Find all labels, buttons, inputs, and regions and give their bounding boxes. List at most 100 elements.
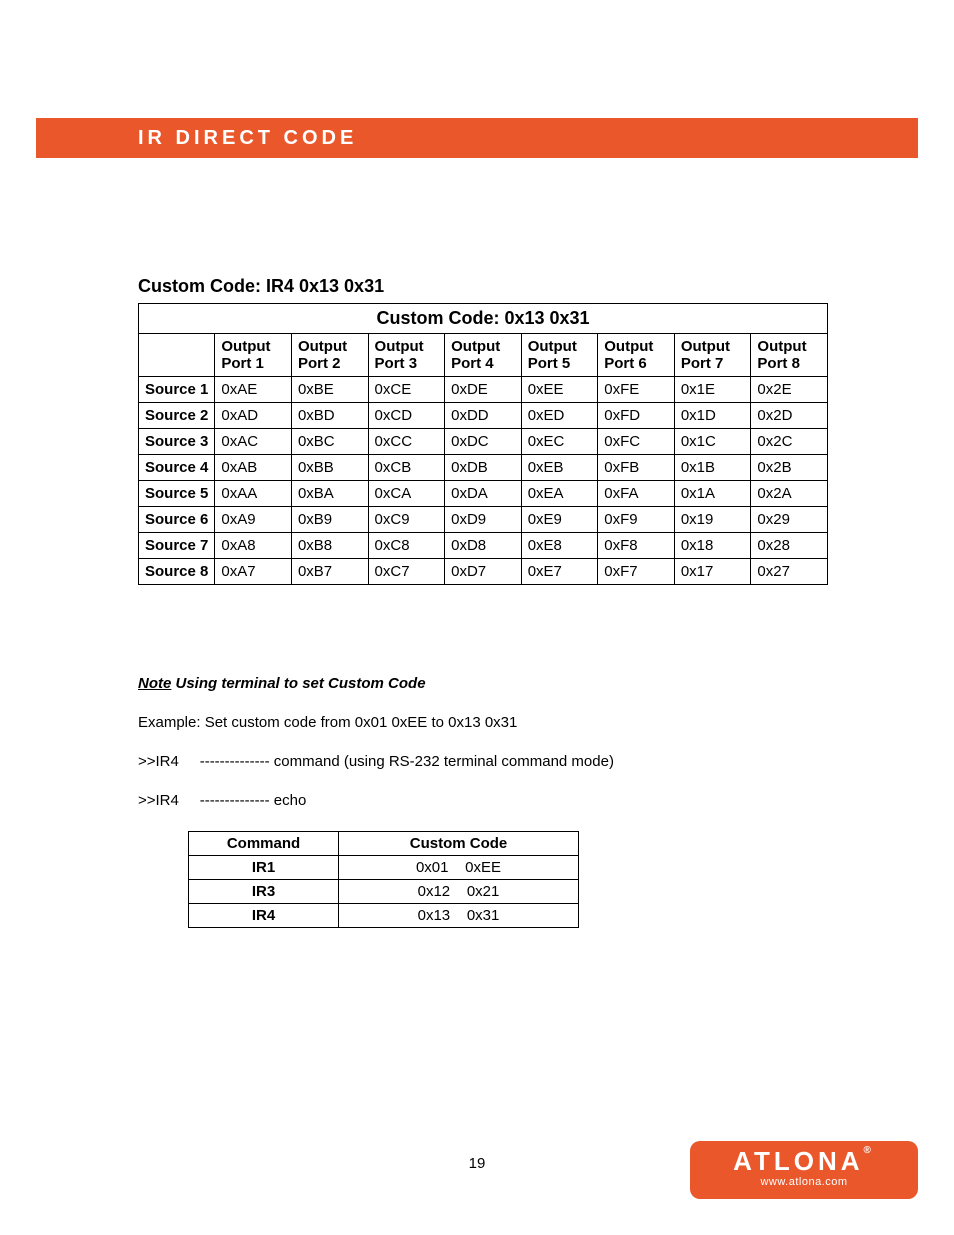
note-label: Note xyxy=(138,675,171,692)
cell: 0xCD xyxy=(368,403,445,429)
row-header: Source 8 xyxy=(139,559,215,585)
cell: 0xEB xyxy=(521,455,598,481)
header-bar: IR DIRECT CODE xyxy=(36,118,918,158)
cell: 0xED xyxy=(521,403,598,429)
cell: 0xF8 xyxy=(598,533,675,559)
cell: 0xA8 xyxy=(215,533,292,559)
table-caption: Custom Code: 0x13 0x31 xyxy=(139,304,828,334)
cell: 0xAE xyxy=(215,377,292,403)
note-example: Example: Set custom code from 0x01 0xEE … xyxy=(138,714,828,731)
cell: IR3 xyxy=(189,880,339,904)
cell: 0xA7 xyxy=(215,559,292,585)
cell: 0xFD xyxy=(598,403,675,429)
row-header: Source 4 xyxy=(139,455,215,481)
note-line-2: >>IR4 -------------- echo xyxy=(138,792,828,809)
cell: 0xE7 xyxy=(521,559,598,585)
col-header: Output Port 7 xyxy=(674,334,751,377)
cell: IR1 xyxy=(189,856,339,880)
table-row: Source 20xAD0xBD0xCD0xDD0xED0xFD0x1D0x2D xyxy=(139,403,828,429)
note-heading-rest: Using terminal to set Custom Code xyxy=(171,675,425,692)
cell: 0xD8 xyxy=(445,533,522,559)
col-header: Output Port 3 xyxy=(368,334,445,377)
cell: 0xEC xyxy=(521,429,598,455)
table-row: Source 70xA80xB80xC80xD80xE80xF80x180x28 xyxy=(139,533,828,559)
cell: 0xDA xyxy=(445,481,522,507)
brand-url: www.atlona.com xyxy=(690,1176,918,1188)
cell: IR4 xyxy=(189,904,339,928)
table-row: Source 80xA70xB70xC70xD70xE70xF70x170x27 xyxy=(139,559,828,585)
cell: 0xCB xyxy=(368,455,445,481)
cell: 0xDB xyxy=(445,455,522,481)
table-row: IR40x13 0x31 xyxy=(189,904,579,928)
cell: 0xBB xyxy=(291,455,368,481)
cell: 0x2B xyxy=(751,455,828,481)
col-header: Output Port 4 xyxy=(445,334,522,377)
col-header: Output Port 6 xyxy=(598,334,675,377)
cell: 0xC9 xyxy=(368,507,445,533)
cell: 0xFC xyxy=(598,429,675,455)
cell: 0xEE xyxy=(521,377,598,403)
cell: 0xB9 xyxy=(291,507,368,533)
cell: 0xA9 xyxy=(215,507,292,533)
col-header: Command xyxy=(189,832,339,856)
cell: 0xEA xyxy=(521,481,598,507)
cell: 0xC8 xyxy=(368,533,445,559)
row-header: Source 5 xyxy=(139,481,215,507)
cell: 0xAC xyxy=(215,429,292,455)
row-header: Source 6 xyxy=(139,507,215,533)
table-row: Source 60xA90xB90xC90xD90xE90xF90x190x29 xyxy=(139,507,828,533)
col-header: Output Port 1 xyxy=(215,334,292,377)
table-caption-row: Custom Code: 0x13 0x31 xyxy=(139,304,828,334)
brand-text: ATLONA xyxy=(733,1146,863,1176)
cell: 0x27 xyxy=(751,559,828,585)
cell: 0x1E xyxy=(674,377,751,403)
note-block: Note Using terminal to set Custom Code E… xyxy=(138,675,828,928)
row-header: Source 2 xyxy=(139,403,215,429)
cell: 0x2D xyxy=(751,403,828,429)
row-header: Source 7 xyxy=(139,533,215,559)
cell: 0x18 xyxy=(674,533,751,559)
cell: 0x2A xyxy=(751,481,828,507)
cell: 0xE8 xyxy=(521,533,598,559)
section-title: Custom Code: IR4 0x13 0x31 xyxy=(138,276,828,297)
table-header-row: Output Port 1 Output Port 2 Output Port … xyxy=(139,334,828,377)
cell: 0xB7 xyxy=(291,559,368,585)
cell: 0x01 0xEE xyxy=(339,856,579,880)
cell: 0x29 xyxy=(751,507,828,533)
row-header: Source 1 xyxy=(139,377,215,403)
cell: 0xD7 xyxy=(445,559,522,585)
cell: 0xCE xyxy=(368,377,445,403)
command-table: Command Custom Code IR10x01 0xEE IR30x12… xyxy=(188,831,579,928)
note-heading: Note Using terminal to set Custom Code xyxy=(138,675,828,692)
brand-name: ATLONA® xyxy=(690,1141,918,1174)
cell: 0x1A xyxy=(674,481,751,507)
cell: 0x1C xyxy=(674,429,751,455)
cell: 0xC7 xyxy=(368,559,445,585)
cell: 0x17 xyxy=(674,559,751,585)
header-title: IR DIRECT CODE xyxy=(138,118,357,158)
note-line-1: >>IR4 -------------- command (using RS-2… xyxy=(138,753,828,770)
cell: 0xCC xyxy=(368,429,445,455)
cell: 0xBD xyxy=(291,403,368,429)
table-row: Source 40xAB0xBB0xCB0xDB0xEB0xFB0x1B0x2B xyxy=(139,455,828,481)
cell: 0xB8 xyxy=(291,533,368,559)
cell: 0xBE xyxy=(291,377,368,403)
ir-code-table: Custom Code: 0x13 0x31 Output Port 1 Out… xyxy=(138,303,828,585)
cell: 0x13 0x31 xyxy=(339,904,579,928)
cell: 0x2E xyxy=(751,377,828,403)
cell: 0x2C xyxy=(751,429,828,455)
cell: 0xD9 xyxy=(445,507,522,533)
col-header xyxy=(139,334,215,377)
cell: 0xE9 xyxy=(521,507,598,533)
content-area: Custom Code: IR4 0x13 0x31 Custom Code: … xyxy=(138,276,828,928)
cell: 0xAA xyxy=(215,481,292,507)
col-header: Output Port 8 xyxy=(751,334,828,377)
col-header: Output Port 2 xyxy=(291,334,368,377)
cell: 0xDD xyxy=(445,403,522,429)
table-row: Source 10xAE0xBE0xCE0xDE0xEE0xFE0x1E0x2E xyxy=(139,377,828,403)
cell: 0xAB xyxy=(215,455,292,481)
cell: 0x1D xyxy=(674,403,751,429)
registered-icon: ® xyxy=(864,1145,875,1156)
table-row: IR30x12 0x21 xyxy=(189,880,579,904)
cell: 0xFA xyxy=(598,481,675,507)
